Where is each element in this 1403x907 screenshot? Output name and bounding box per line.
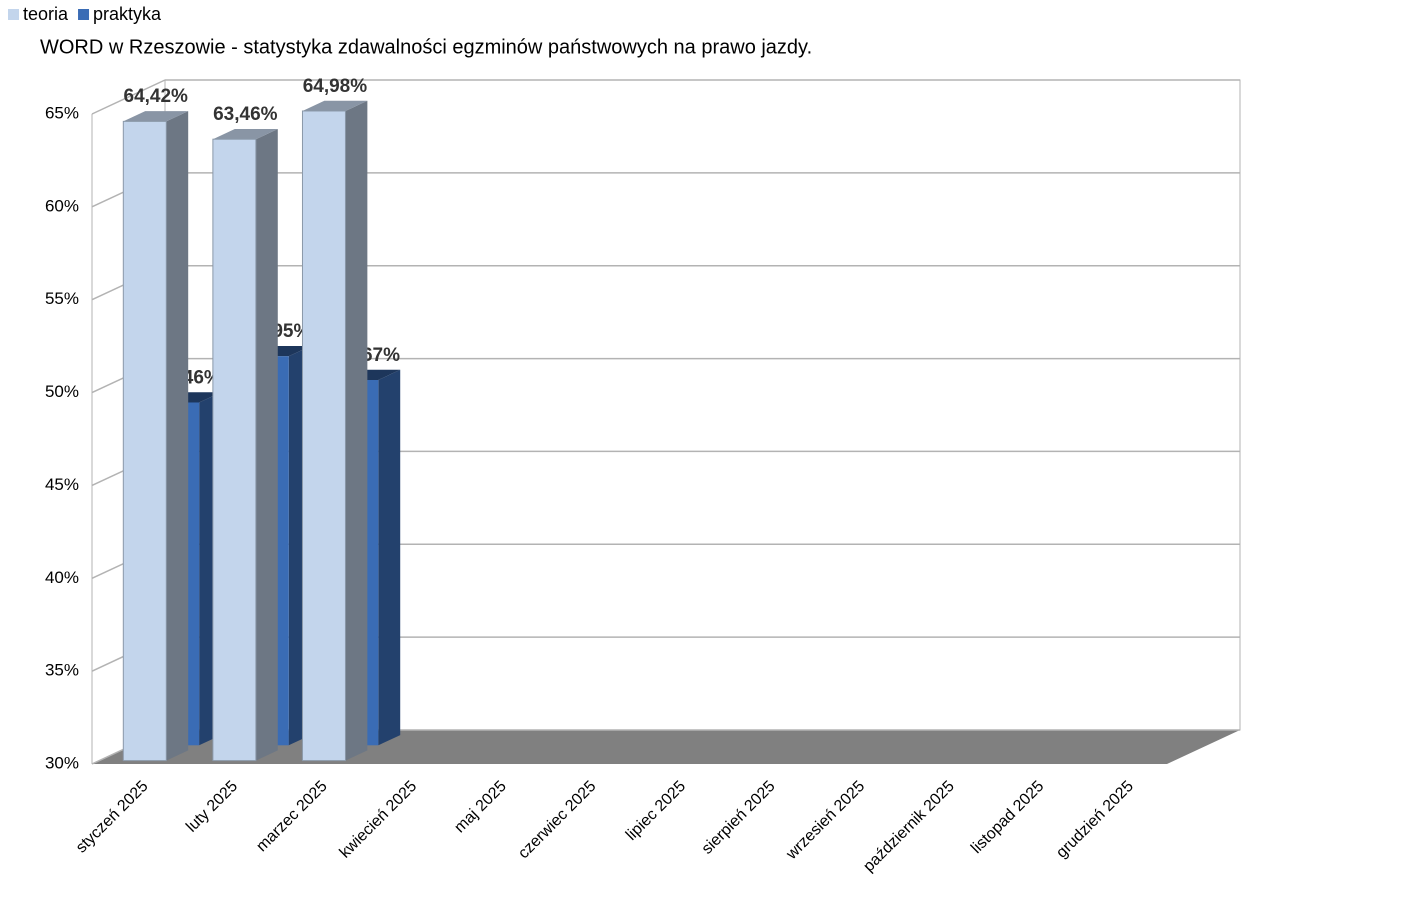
bar-side: [345, 100, 368, 761]
bar-side: [166, 111, 189, 761]
y-tick-label: 40%: [45, 568, 79, 587]
y-tick-label: 50%: [45, 382, 79, 401]
grid-line: [91, 79, 1240, 115]
bar-top: [212, 129, 278, 140]
x-tick-label: lipiec 2025: [623, 778, 689, 844]
x-tick-label: wrzesień 2025: [783, 778, 869, 864]
bar-front: [122, 120, 167, 762]
bar: [212, 129, 278, 762]
x-tick-label: październik 2025: [860, 778, 958, 876]
legend-swatch: [8, 9, 19, 20]
x-tick-label: grudzień 2025: [1053, 778, 1137, 862]
y-tick-label: 65%: [45, 103, 79, 122]
data-label: 63,46%: [213, 104, 278, 125]
x-tick-label: maj 2025: [451, 778, 510, 837]
x-tick-label: sierpień 2025: [699, 778, 779, 858]
x-tick-label: luty 2025: [183, 778, 241, 836]
x-tick-label: marzec 2025: [253, 778, 331, 856]
chart-title: WORD w Rzeszowie - statystyka zdawalnośc…: [40, 36, 812, 58]
bar-front: [301, 110, 346, 762]
y-tick-label: 45%: [45, 475, 79, 494]
legend-label: teoria: [23, 4, 69, 24]
bar: [301, 100, 368, 762]
x-tick-label: kwiecień 2025: [337, 778, 421, 862]
grid-line-side: [91, 79, 166, 115]
bar-side: [255, 129, 278, 761]
y-tick-label: 55%: [45, 289, 79, 308]
y-tick-label: 60%: [45, 196, 79, 215]
bar-side: [378, 369, 401, 746]
bar: [122, 111, 189, 762]
y-tick-label: 35%: [45, 661, 79, 680]
legend-label: praktyka: [93, 4, 162, 24]
bar-front: [212, 138, 257, 762]
x-tick-label: listopad 2025: [968, 778, 1047, 857]
legend-swatch: [78, 9, 90, 20]
data-label: 64,42%: [124, 86, 189, 107]
bar-top: [302, 100, 368, 111]
data-label: 64,98%: [303, 76, 368, 97]
bar-top: [123, 111, 189, 122]
y-tick-label: 30%: [45, 753, 79, 772]
x-tick-label: styczeń 2025: [73, 778, 152, 857]
x-tick-label: czerwiec 2025: [515, 778, 599, 862]
